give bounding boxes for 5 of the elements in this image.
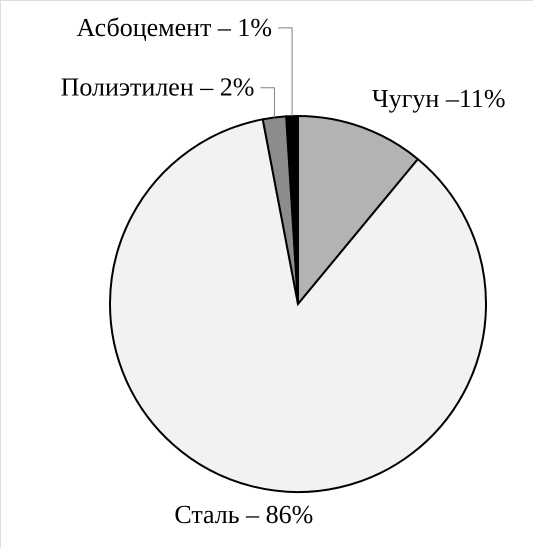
slice-label: Полиэтилен – 2% (60, 72, 254, 102)
slice-label: Асбоцемент – 1% (76, 12, 272, 42)
slice-label: Чугун –11% (372, 84, 506, 113)
slice-label: Сталь – 86% (174, 500, 314, 530)
pie-slice (109, 118, 487, 493)
